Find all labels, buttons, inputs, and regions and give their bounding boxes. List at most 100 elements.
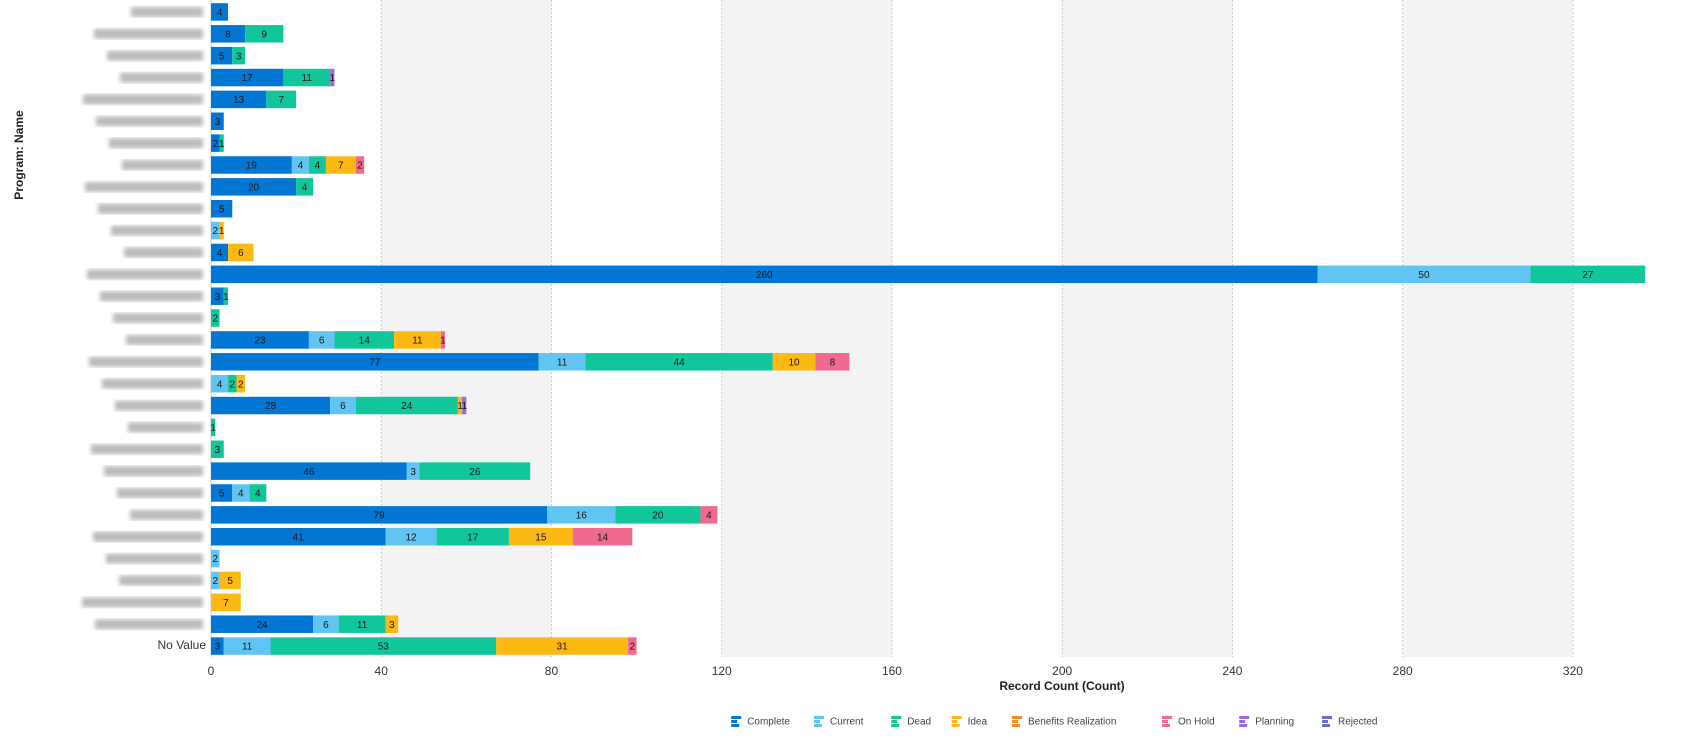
legend-label: Idea <box>968 717 988 728</box>
bar-segment <box>815 353 850 371</box>
bar-segment <box>211 3 229 21</box>
legend-label: Rejected <box>1338 717 1377 728</box>
bar-segment <box>334 331 395 349</box>
bar-segment <box>219 221 224 240</box>
blurred-label <box>115 400 203 411</box>
legend-swatch <box>731 720 738 723</box>
data-label: 17 <box>467 532 479 543</box>
bar-segment <box>338 615 386 633</box>
data-label: 6 <box>323 620 329 631</box>
bar-segment <box>211 243 229 262</box>
data-label: 24 <box>401 401 413 412</box>
bar-segment <box>211 265 1318 284</box>
grid-band <box>1402 0 1573 657</box>
data-label: 20 <box>248 183 260 194</box>
blurred-label <box>126 334 203 345</box>
data-label: 3 <box>389 620 395 631</box>
data-label: 1 <box>210 423 216 434</box>
data-label: 2 <box>212 576 218 587</box>
legend-swatch <box>731 716 742 719</box>
data-label: 5 <box>219 204 225 215</box>
data-label: 7 <box>223 598 229 609</box>
data-label: 11 <box>557 357 568 368</box>
legend-swatch <box>1239 724 1248 727</box>
blurred-label <box>109 138 203 149</box>
data-label: 50 <box>1418 270 1430 281</box>
legend-item: Idea <box>951 716 988 728</box>
data-label: 5 <box>227 576 233 587</box>
data-label: 14 <box>359 336 371 347</box>
data-label: 8 <box>225 29 231 40</box>
data-label: 1 <box>223 292 229 303</box>
blurred-label <box>98 203 203 214</box>
bar-segment <box>355 156 365 174</box>
data-label: 26 <box>469 467 481 478</box>
data-label: 3 <box>215 292 221 303</box>
data-label: 1 <box>330 73 336 84</box>
legend-item: Complete <box>731 716 790 728</box>
data-label: 11 <box>357 620 368 631</box>
bar-segment <box>330 396 356 415</box>
legend-item: Rejected <box>1322 716 1377 728</box>
legend-swatch <box>814 720 820 723</box>
legend-label: On Hold <box>1178 717 1215 728</box>
legend-swatch <box>731 724 740 727</box>
data-label: 4 <box>217 248 223 259</box>
legend-swatch <box>891 724 900 727</box>
bar-segment <box>211 199 233 218</box>
x-tick-label: 280 <box>1393 664 1413 678</box>
legend-item: On Hold <box>1162 716 1215 728</box>
grid-band <box>381 0 552 657</box>
bar-segment <box>296 178 314 196</box>
data-label: 23 <box>254 336 266 347</box>
legend-swatch <box>951 724 960 727</box>
data-label: 2 <box>357 161 363 172</box>
legend-swatch <box>1239 720 1246 723</box>
blurred-label <box>95 619 203 630</box>
legend-swatch <box>1162 716 1172 719</box>
bar-segment <box>211 506 548 524</box>
blurred-label <box>104 466 203 477</box>
bar-segment <box>223 287 229 305</box>
legend-swatch <box>1012 716 1022 719</box>
bar-segment <box>385 527 437 546</box>
grid-band <box>1062 0 1233 657</box>
data-label: 3 <box>410 467 416 478</box>
legend-swatch <box>1162 720 1168 723</box>
legend-swatch <box>1322 720 1328 723</box>
bar-segment <box>325 156 356 174</box>
x-tick-label: 320 <box>1563 664 1583 678</box>
blurred-label <box>102 378 203 389</box>
legend-swatch <box>1322 716 1332 719</box>
legend-swatch <box>891 720 898 723</box>
data-label: 14 <box>597 532 609 543</box>
bar-segment <box>462 396 467 415</box>
data-label: 53 <box>378 642 390 653</box>
bar-segment <box>211 418 216 437</box>
bar-segment <box>211 440 224 459</box>
bar-segment <box>308 156 326 174</box>
data-label: 6 <box>340 401 346 412</box>
bar-segment <box>211 615 314 633</box>
bar-segment <box>436 527 509 546</box>
data-label: 3 <box>215 642 221 653</box>
bar-segment <box>406 462 420 480</box>
data-label: 7 <box>278 95 284 106</box>
bar-segment <box>211 637 224 655</box>
legend-item: Planning <box>1239 716 1294 728</box>
data-label: 27 <box>1582 270 1594 281</box>
blurred-label <box>111 225 203 236</box>
bar-segment <box>1317 265 1531 284</box>
blurred-label <box>82 597 203 608</box>
data-label: 4 <box>217 8 223 19</box>
data-label: 5 <box>219 489 225 500</box>
bar-segment <box>628 637 637 655</box>
data-label: 12 <box>405 532 417 543</box>
x-tick-label: 0 <box>208 664 215 678</box>
data-label: 4 <box>302 183 308 194</box>
bar-segment <box>211 396 331 415</box>
blurred-label <box>106 553 203 564</box>
bar-segment <box>283 68 331 87</box>
bar-segment <box>228 374 237 393</box>
bar-segment <box>211 484 233 502</box>
